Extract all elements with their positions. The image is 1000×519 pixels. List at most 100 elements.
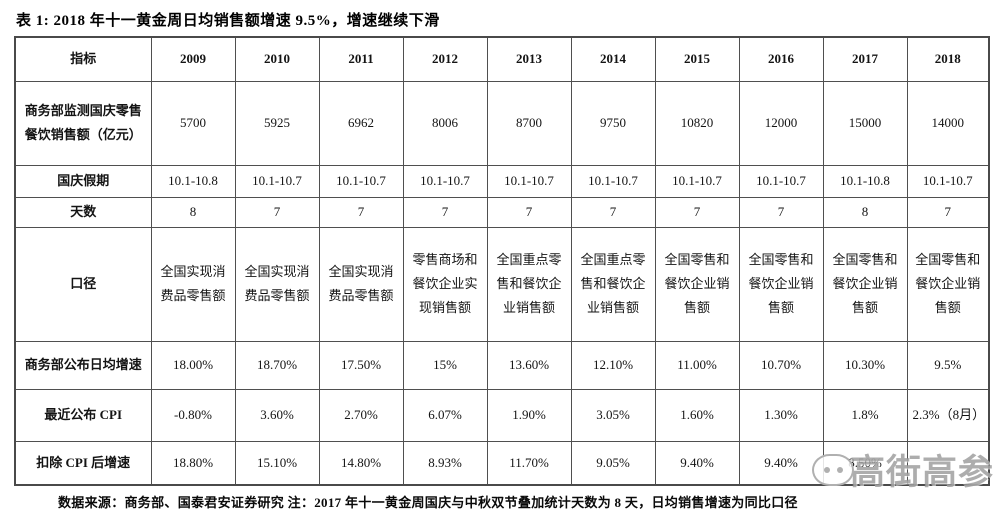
table-cell: 18.00% <box>150 340 236 390</box>
table-cell: 7 <box>234 196 320 228</box>
table-cell: 8006 <box>402 80 488 166</box>
table-cell: 10.1-10.8 <box>150 164 236 198</box>
table-cell: 2.70% <box>318 388 404 442</box>
table-title: 表 1: 2018 年十一黄金周日均销售额增速 9.5%，增速继续下滑 <box>16 13 440 29</box>
table-cell: 14000 <box>906 80 990 166</box>
table-cell: 10.1-10.7 <box>486 164 572 198</box>
header-row: 指标 2009 2010 2011 2012 2013 2014 2015 2016 2017 20… <box>14 36 990 82</box>
table-cell: 10.1-10.7 <box>402 164 488 198</box>
row-label: 国庆假期 <box>14 164 152 198</box>
table-cell: 全国零售和餐饮企业销售额 <box>822 226 908 342</box>
table-cell: 9.05% <box>570 440 656 486</box>
table-row: 天数 8 7 7 7 7 7 7 7 8 7 <box>14 196 990 228</box>
table-cell: 17.50% <box>318 340 404 390</box>
table-cell: 7 <box>570 196 656 228</box>
table-cell: 14.80% <box>318 440 404 486</box>
row-label: 商务部公布日均增速 <box>14 340 152 390</box>
table-cell: 2.3%（8月） <box>906 388 990 442</box>
table-cell: 7 <box>738 196 824 228</box>
table-cell: 7 <box>318 196 404 228</box>
table-cell: 15.10% <box>234 440 320 486</box>
table-cell: 18.70% <box>234 340 320 390</box>
table-cell: 8.50% <box>822 440 908 486</box>
table-cell: 7 <box>486 196 572 228</box>
table-cell: 11.00% <box>654 340 740 390</box>
table-cell: 7 <box>654 196 740 228</box>
table-cell: 10.1-10.8 <box>822 164 908 198</box>
data-table: 指标 2009 2010 2011 2012 2013 2014 2015 2016 2017 20… <box>14 36 990 486</box>
table-cell: 7 <box>906 196 990 228</box>
table-cell: 全国零售和餐饮企业销售额 <box>906 226 990 342</box>
table-cell: 3.60% <box>234 388 320 442</box>
table-cell: 12000 <box>738 80 824 166</box>
table-cell: 10.1-10.7 <box>234 164 320 198</box>
table-cell: 9.40% <box>654 440 740 486</box>
table-cell: 全国实现消费品零售额 <box>150 226 236 342</box>
table-cell: 全国重点零售和餐饮企业销售额 <box>570 226 656 342</box>
table-cell: 9.40% <box>738 440 824 486</box>
row-label: 最近公布 CPI <box>14 388 152 442</box>
table-cell <box>906 440 990 486</box>
table-cell: 11.70% <box>486 440 572 486</box>
table-row: 国庆假期 10.1-10.8 10.1-10.7 10.1-10.7 10.1-10.7… <box>14 164 990 198</box>
table-cell: 12.10% <box>570 340 656 390</box>
column-header: 2011 <box>318 36 404 82</box>
table-cell: 7 <box>402 196 488 228</box>
table-cell: 9750 <box>570 80 656 166</box>
table-cell: 全国实现消费品零售额 <box>318 226 404 342</box>
column-header: 2015 <box>654 36 740 82</box>
table-row: 商务部监测国庆零售餐饮销售额（亿元） 5700 5925 6962 8006 8700 97… <box>14 80 990 166</box>
table-cell: -0.80% <box>150 388 236 442</box>
table-cell: 5925 <box>234 80 320 166</box>
row-label: 扣除 CPI 后增速 <box>14 440 152 486</box>
column-header: 2014 <box>570 36 656 82</box>
table-cell: 5700 <box>150 80 236 166</box>
column-header: 2009 <box>150 36 236 82</box>
table-cell: 10.1-10.7 <box>654 164 740 198</box>
row-label: 口径 <box>14 226 152 342</box>
table-cell: 9.5% <box>906 340 990 390</box>
table-cell: 全国零售和餐饮企业销售额 <box>738 226 824 342</box>
column-header: 2017 <box>822 36 908 82</box>
table-row: 口径 全国实现消费品零售额 全国实现消费品零售额 全国实现消费品零售额 零售商场和餐饮企… <box>14 226 990 342</box>
source-note: 数据来源：商务部、国泰君安证券研究 注：2017 年十一黄金周国庆与中秋双节叠加… <box>58 495 798 510</box>
table-cell: 10.70% <box>738 340 824 390</box>
row-label: 天数 <box>14 196 152 228</box>
table-body: 商务部监测国庆零售餐饮销售额（亿元） 5700 5925 6962 8006 8700 97… <box>14 80 990 486</box>
table-cell: 8 <box>150 196 236 228</box>
table-cell: 1.8% <box>822 388 908 442</box>
table-cell: 1.60% <box>654 388 740 442</box>
table-cell: 全国零售和餐饮企业销售额 <box>654 226 740 342</box>
table-cell: 3.05% <box>570 388 656 442</box>
column-header: 2010 <box>234 36 320 82</box>
table-row: 扣除 CPI 后增速 18.80% 15.10% 14.80% 8.93% 11.70% 9… <box>14 440 990 486</box>
table-cell: 15000 <box>822 80 908 166</box>
table-cell: 10.30% <box>822 340 908 390</box>
table-row: 最近公布 CPI -0.80% 3.60% 2.70% 6.07% 1.90% 3.05% 1… <box>14 388 990 442</box>
column-header: 2016 <box>738 36 824 82</box>
column-header: 2013 <box>486 36 572 82</box>
table-cell: 10.1-10.7 <box>906 164 990 198</box>
column-header: 2012 <box>402 36 488 82</box>
table-cell: 全国重点零售和餐饮企业销售额 <box>486 226 572 342</box>
table-cell: 零售商场和餐饮企业实现销售额 <box>402 226 488 342</box>
table-cell: 8 <box>822 196 908 228</box>
table-cell: 15% <box>402 340 488 390</box>
table-cell: 8.93% <box>402 440 488 486</box>
table-cell: 10.1-10.7 <box>570 164 656 198</box>
table-cell: 13.60% <box>486 340 572 390</box>
column-header: 指标 <box>14 36 152 82</box>
table-cell: 6.07% <box>402 388 488 442</box>
row-label: 商务部监测国庆零售餐饮销售额（亿元） <box>14 80 152 166</box>
column-header: 2018 <box>906 36 990 82</box>
table-cell: 全国实现消费品零售额 <box>234 226 320 342</box>
table-cell: 1.30% <box>738 388 824 442</box>
table-row: 商务部公布日均增速 18.00% 18.70% 17.50% 15% 13.60% 12.1… <box>14 340 990 390</box>
table-cell: 10820 <box>654 80 740 166</box>
table-cell: 10.1-10.7 <box>318 164 404 198</box>
table-cell: 10.1-10.7 <box>738 164 824 198</box>
table-cell: 6962 <box>318 80 404 166</box>
table-cell: 18.80% <box>150 440 236 486</box>
table-cell: 8700 <box>486 80 572 166</box>
